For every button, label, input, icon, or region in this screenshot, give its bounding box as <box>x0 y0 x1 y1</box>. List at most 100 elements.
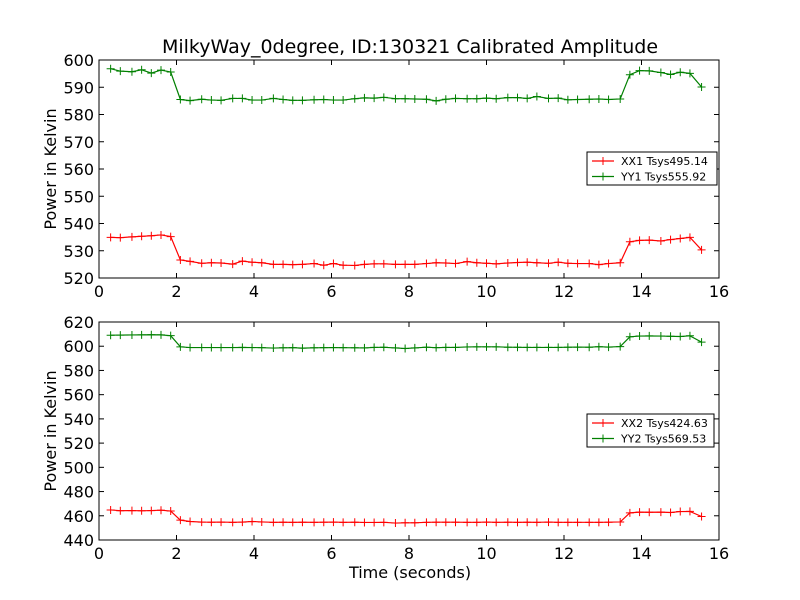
data-point <box>563 343 572 352</box>
data-point <box>492 94 501 103</box>
data-point <box>137 506 146 515</box>
data-point <box>197 95 206 104</box>
data-point <box>257 343 266 352</box>
data-point <box>697 338 706 347</box>
data-point <box>157 506 165 515</box>
data-point <box>451 94 460 103</box>
data-point <box>329 518 338 527</box>
data-point <box>523 518 532 527</box>
bottom-panel: 0 2 4 6 8 10 12 14 16 440 460 480 500 520 540 560 580 600… <box>41 313 729 563</box>
data-point <box>370 518 379 527</box>
data-point <box>288 518 297 527</box>
data-point <box>350 518 359 527</box>
legend-marker <box>599 157 607 165</box>
data-point <box>656 332 665 341</box>
data-point <box>147 506 156 515</box>
data-point <box>339 343 348 352</box>
data-point <box>625 508 634 517</box>
data-point <box>269 260 278 269</box>
data-point <box>298 344 307 353</box>
data-point <box>604 259 613 268</box>
legend-marker <box>599 434 607 443</box>
data-point <box>147 330 156 339</box>
data-point <box>635 66 644 75</box>
data-point <box>329 96 338 105</box>
data-point <box>585 259 594 268</box>
x-axis-label: Time (seconds) <box>348 563 471 582</box>
data-point <box>472 342 481 351</box>
data-point <box>666 508 675 517</box>
data-point <box>166 507 175 516</box>
y-tick-label: 460 <box>63 507 94 526</box>
data-point <box>228 343 237 352</box>
data-point <box>666 235 675 244</box>
data-point <box>176 516 185 525</box>
data-point <box>463 257 472 266</box>
data-point <box>513 93 522 102</box>
data-point <box>197 518 206 527</box>
data-point <box>379 518 388 527</box>
data-point <box>106 505 115 514</box>
data-point <box>697 512 706 521</box>
y-tick-label: 570 <box>63 133 94 152</box>
y-tick-label: 580 <box>63 106 94 125</box>
data-point <box>248 258 257 267</box>
data-point <box>228 260 237 269</box>
data-point <box>422 259 431 268</box>
data-point <box>176 256 185 265</box>
data-point <box>329 343 338 352</box>
data-point <box>228 518 237 527</box>
data-point <box>106 331 115 340</box>
data-point <box>116 67 125 76</box>
data-point <box>676 507 685 516</box>
data-point <box>197 259 206 268</box>
data-point <box>319 343 328 352</box>
x-tick-label: 4 <box>249 282 259 301</box>
data-point <box>676 234 685 243</box>
legend-marker <box>599 172 607 181</box>
x-tick-label: 6 <box>326 282 336 301</box>
data-point <box>279 95 288 104</box>
data-point <box>656 508 665 517</box>
y-tick-label: 590 <box>63 78 94 97</box>
data-point <box>137 65 146 74</box>
data-point <box>585 95 594 104</box>
x-tick-label: 8 <box>404 282 414 301</box>
data-point <box>186 517 195 526</box>
data-point <box>594 342 603 351</box>
data-point <box>563 259 572 268</box>
data-point <box>513 258 522 267</box>
data-point <box>513 343 522 352</box>
data-point <box>645 508 654 517</box>
data-point <box>217 96 226 105</box>
data-point <box>482 94 491 103</box>
data-point <box>666 332 675 341</box>
data-point <box>492 342 501 351</box>
data-point <box>279 343 288 352</box>
data-point <box>176 342 185 351</box>
y-tick-label: 620 <box>63 313 94 332</box>
data-point <box>269 94 278 103</box>
data-point <box>441 259 450 268</box>
data-point <box>391 94 400 103</box>
data-point <box>554 343 563 352</box>
data-point <box>410 94 419 103</box>
data-point <box>441 95 450 104</box>
data-point <box>666 70 675 79</box>
x-tick-label: 2 <box>171 282 181 301</box>
data-point <box>391 260 400 269</box>
data-point <box>616 342 625 351</box>
data-point <box>563 518 572 527</box>
data-point <box>625 332 634 341</box>
data-point <box>573 518 582 527</box>
data-point <box>523 258 532 267</box>
data-point <box>269 518 278 527</box>
data-point <box>370 343 379 352</box>
data-point <box>616 94 625 103</box>
y-tick-label: 440 <box>63 531 94 550</box>
x-tick-label: 12 <box>554 544 574 563</box>
data-point <box>207 96 216 105</box>
data-point <box>532 258 541 267</box>
data-point <box>441 518 450 527</box>
